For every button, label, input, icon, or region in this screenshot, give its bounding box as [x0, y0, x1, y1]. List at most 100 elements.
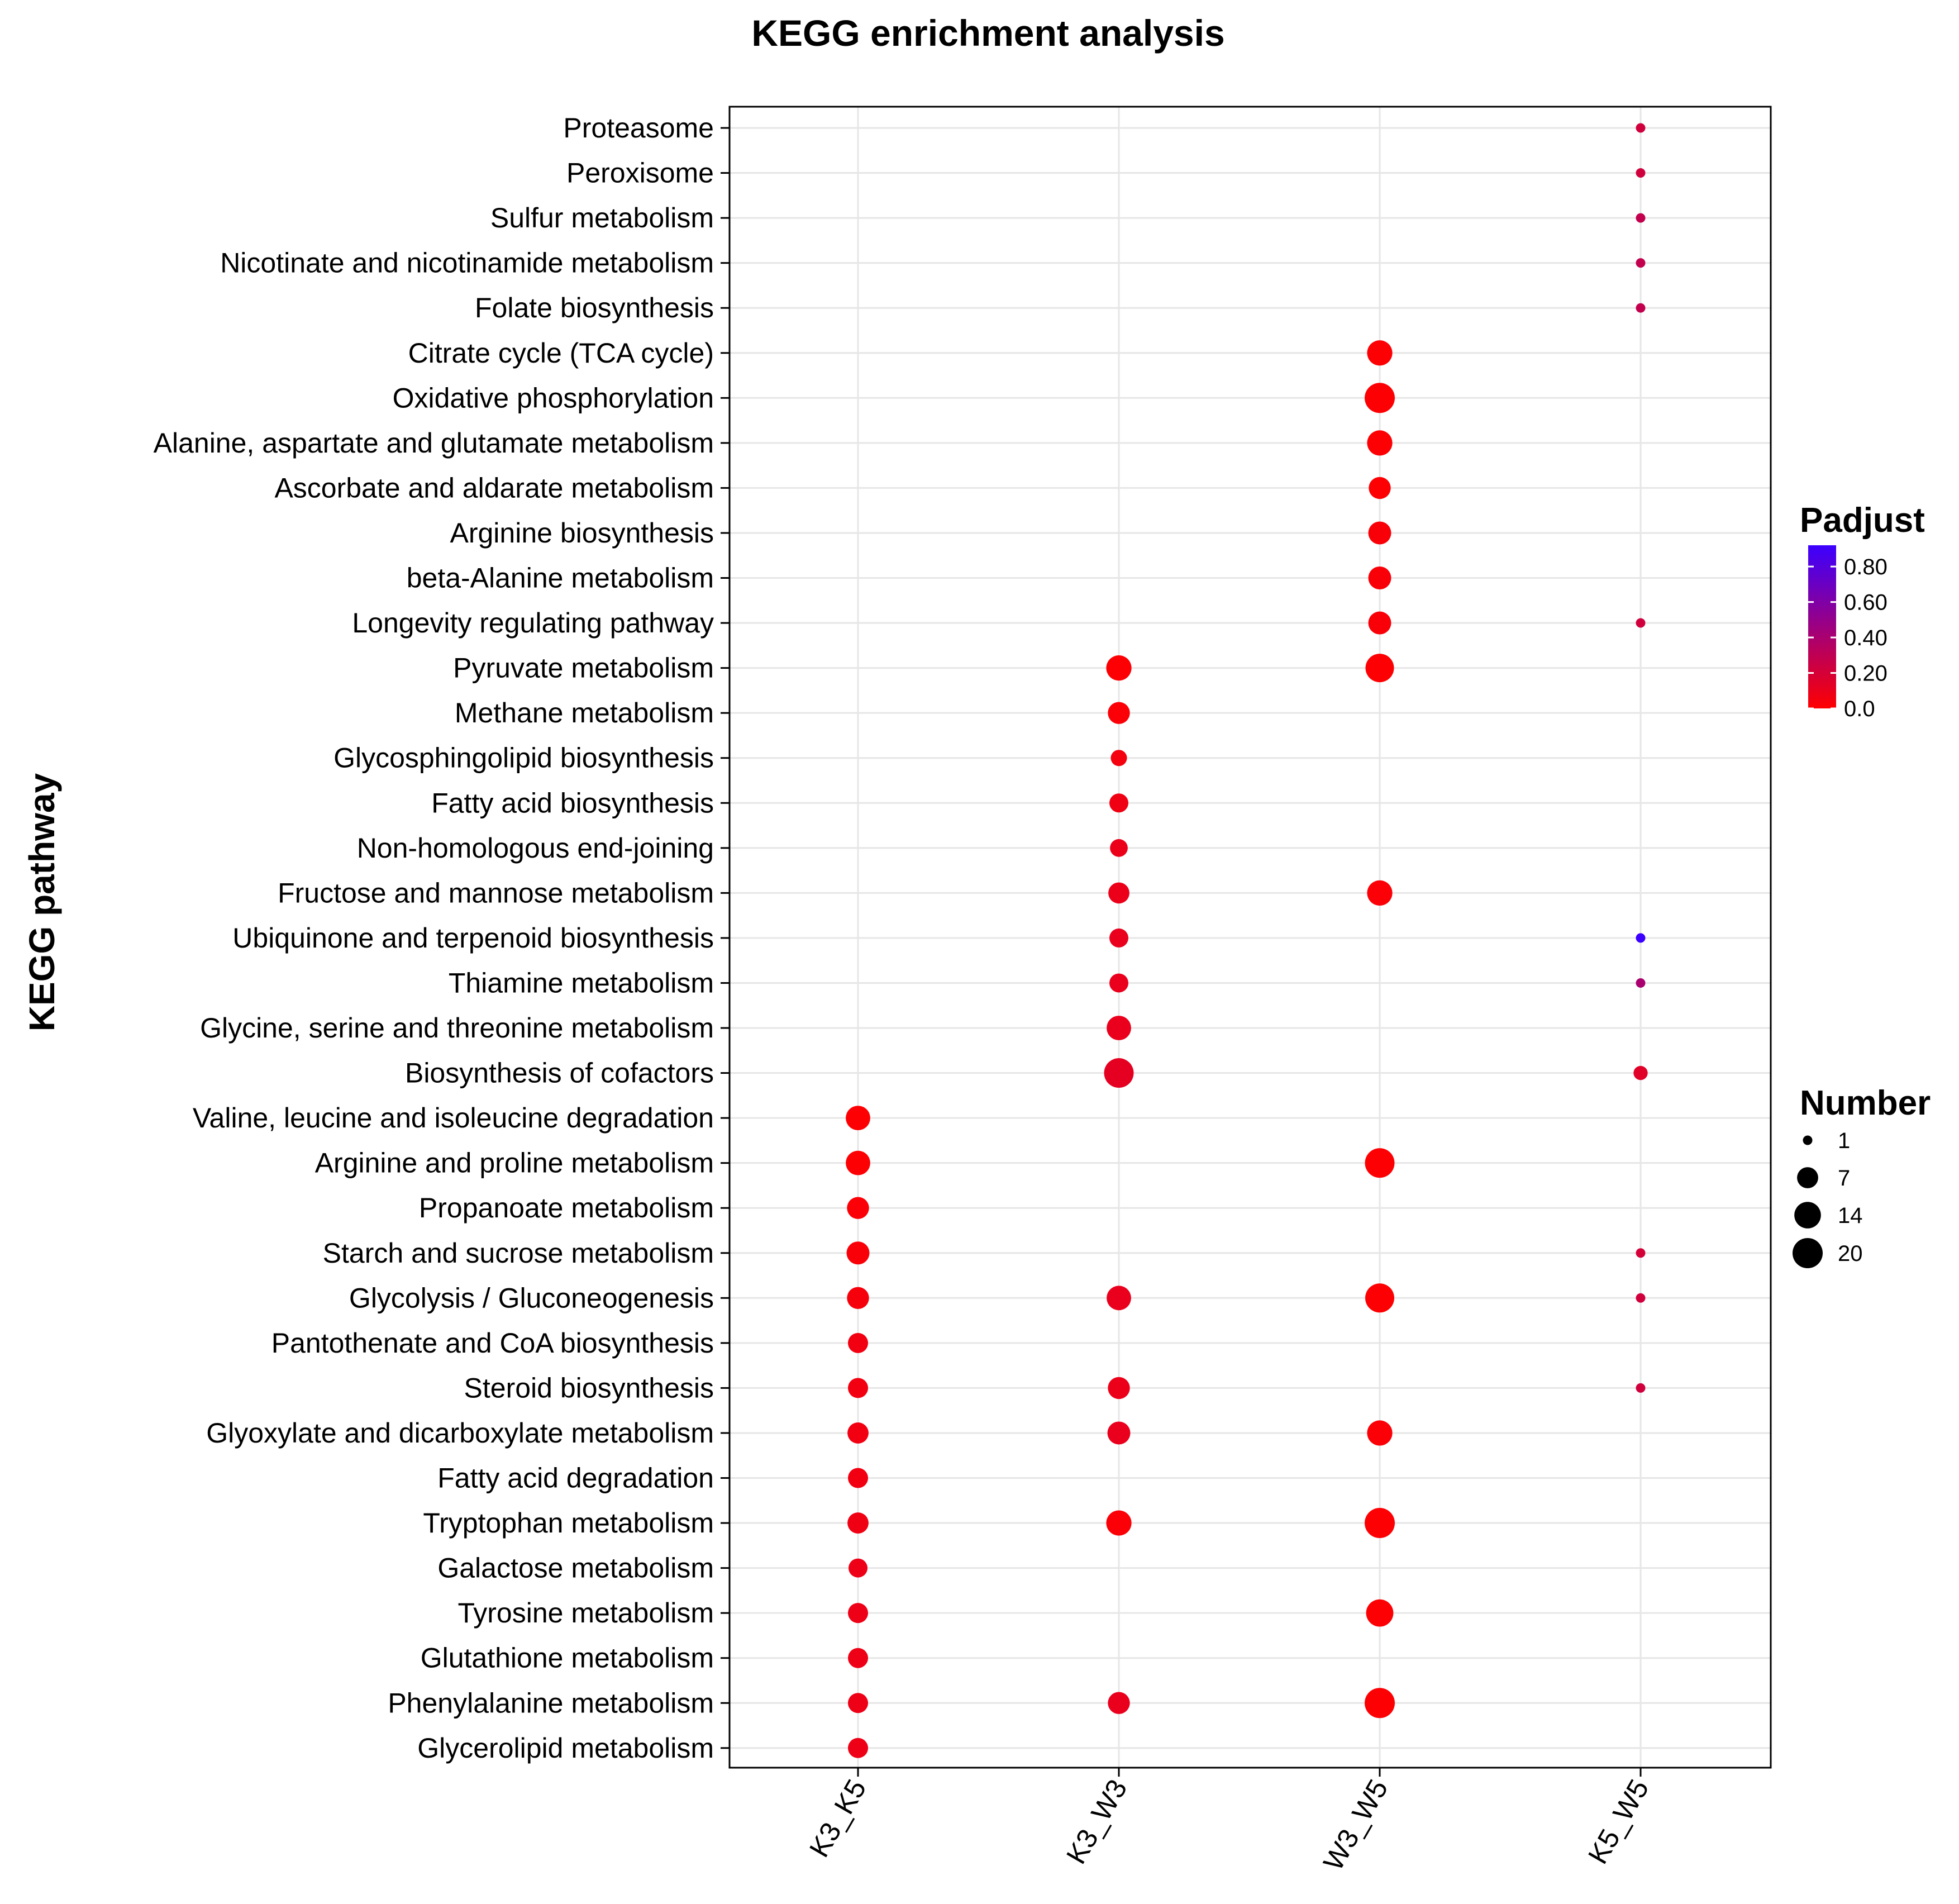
y-axis-title: KEGG pathway	[22, 773, 62, 1031]
point-w3-w5-arginine-biosynthesis	[1368, 521, 1391, 545]
y-tick-label: Alanine, aspartate and glutamate metabol…	[154, 427, 714, 459]
x-tick-label: K3_K5	[803, 1774, 873, 1863]
point-w3-w5-alanine-aspartate-and-glutamate-metabolism	[1367, 430, 1393, 456]
y-tick-label: Ascorbate and aldarate metabolism	[274, 472, 714, 503]
point-w3-w5-longevity-regulating-pathway	[1368, 611, 1391, 635]
point-k3-k5-steroid-biosynthesis	[848, 1378, 868, 1398]
y-tick-label: Glyoxylate and dicarboxylate metabolism	[206, 1417, 714, 1449]
point-k5-w5-folate-biosynthesis	[1636, 303, 1646, 313]
point-k3-w3-thiamine-metabolism	[1109, 973, 1128, 993]
point-k3-k5-phenylalanine-metabolism	[848, 1693, 868, 1713]
point-k5-w5-longevity-regulating-pathway	[1636, 618, 1646, 628]
y-tick-label: Longevity regulating pathway	[352, 607, 714, 639]
y-tick-label: Oxidative phosphorylation	[393, 382, 714, 413]
point-k5-w5-glycolysis-gluconeogenesis	[1636, 1293, 1646, 1303]
point-k3-k5-pantothenate-and-coa-biosynthesis	[848, 1332, 868, 1353]
x-tick-label: K5_W5	[1582, 1774, 1655, 1869]
y-tick-label: Biosynthesis of cofactors	[405, 1058, 714, 1089]
point-k3-k5-fatty-acid-degradation	[848, 1468, 868, 1488]
point-w3-w5-arginine-and-proline-metabolism	[1365, 1148, 1395, 1178]
point-k3-k5-propanoate-metabolism	[847, 1197, 869, 1219]
point-w3-w5-glyoxylate-and-dicarboxylate-metabolism	[1367, 1420, 1393, 1446]
point-k3-w3-methane-metabolism	[1108, 702, 1130, 724]
point-k3-w3-ubiquinone-and-terpenoid-biosynthesis	[1109, 928, 1128, 948]
point-k3-w3-glycosphingolipid-biosynthesis	[1110, 750, 1127, 767]
y-tick-label: Galactose metabolism	[437, 1553, 714, 1584]
point-k5-w5-biosynthesis-of-cofactors	[1633, 1065, 1648, 1080]
point-w3-w5-beta-alanine-metabolism	[1368, 567, 1391, 589]
y-tick-label: Glycosphingolipid biosynthesis	[333, 742, 714, 774]
y-tick-label: Phenylalanine metabolism	[388, 1687, 714, 1719]
y-tick-label: Glutathione metabolism	[421, 1643, 714, 1674]
number-legend-items: 1 7 14 20	[1793, 1129, 1863, 1268]
point-k5-w5-nicotinate-and-nicotinamide-metabolism	[1636, 258, 1646, 268]
y-tick-label: Ubiquinone and terpenoid biosynthesis	[232, 922, 714, 954]
colorbar-tick-label: 0.20	[1844, 661, 1887, 686]
y-tick-label: Peroxisome	[566, 158, 714, 189]
y-tick-label: Fatty acid biosynthesis	[431, 787, 714, 818]
y-tick-label: Glycolysis / Gluconeogenesis	[349, 1282, 714, 1313]
point-k5-w5-proteasome	[1636, 123, 1646, 133]
padjust-legend: Padjust 0.80 0.60 0.40 0.20 0.0	[1800, 501, 1925, 721]
point-w3-w5-tryptophan-metabolism	[1365, 1508, 1395, 1539]
number-legend-title: Number	[1800, 1084, 1931, 1122]
number-legend-label: 7	[1838, 1166, 1850, 1191]
point-k3-w3-phenylalanine-metabolism	[1108, 1692, 1130, 1714]
y-tick-label: Steroid biosynthesis	[464, 1372, 714, 1403]
colorbar-tick-label: 0.80	[1844, 555, 1887, 579]
y-axis: Proteasome Peroxisome Sulfur metabolism Nic…	[154, 112, 730, 1764]
number-legend-label: 1	[1838, 1129, 1850, 1153]
number-legend-dot	[1794, 1202, 1821, 1229]
padjust-colorbar-ticks: 0.80 0.60 0.40 0.20 0.0	[1808, 555, 1887, 721]
point-k3-k5-valine-leucine-and-isoleucine-degradation	[846, 1106, 870, 1130]
number-legend-label: 20	[1838, 1241, 1863, 1266]
colorbar-tick-label: 0.60	[1844, 591, 1887, 615]
y-tick-label: Arginine biosynthesis	[450, 517, 714, 549]
y-tick-label: Pantothenate and CoA biosynthesis	[271, 1327, 714, 1359]
point-k3-k5-tyrosine-metabolism	[848, 1603, 868, 1624]
point-w3-w5-phenylalanine-metabolism	[1365, 1688, 1395, 1719]
y-tick-label: Tyrosine metabolism	[458, 1597, 714, 1629]
point-k3-w3-steroid-biosynthesis	[1108, 1377, 1130, 1400]
point-k3-k5-tryptophan-metabolism	[847, 1512, 869, 1534]
number-legend-label: 14	[1838, 1203, 1863, 1228]
point-k3-k5-arginine-and-proline-metabolism	[846, 1150, 870, 1175]
x-tick-label: K3_W3	[1060, 1774, 1133, 1869]
point-k3-w3-pyruvate-metabolism	[1106, 655, 1132, 681]
y-tick-label: Sulfur metabolism	[490, 202, 714, 234]
point-k3-w3-fatty-acid-biosynthesis	[1109, 793, 1128, 813]
y-tick-label: Citrate cycle (TCA cycle)	[408, 337, 714, 369]
y-tick-label: Glycine, serine and threonine metabolism	[200, 1012, 714, 1044]
y-tick-label: Thiamine metabolism	[449, 967, 714, 998]
point-w3-w5-citrate-cycle-tca-cycle	[1367, 340, 1393, 366]
y-tick-label: Proteasome	[563, 112, 714, 144]
y-tick-label: Tryptophan metabolism	[423, 1507, 714, 1539]
y-tick-label: Folate biosynthesis	[475, 292, 714, 323]
x-tick-label: W3_W5	[1317, 1774, 1394, 1876]
colorbar-tick-label: 0.40	[1844, 626, 1887, 650]
y-tick-label: Nicotinate and nicotinamide metabolism	[220, 247, 714, 279]
point-k3-k5-glycolysis-gluconeogenesis	[847, 1287, 869, 1309]
point-w3-w5-fructose-and-mannose-metabolism	[1367, 880, 1393, 906]
point-k5-w5-peroxisome	[1636, 168, 1646, 178]
point-k3-w3-glyoxylate-and-dicarboxylate-metabolism	[1107, 1421, 1131, 1445]
colorbar-tick-label: 0.0	[1844, 697, 1875, 721]
y-tick-label: Fructose and mannose metabolism	[278, 877, 714, 908]
point-k3-w3-glycolysis-gluconeogenesis	[1107, 1286, 1131, 1311]
point-k3-k5-starch-and-sucrose-metabolism	[846, 1241, 870, 1265]
chart-title: KEGG enrichment analysis	[751, 12, 1224, 54]
number-legend-dot	[1803, 1135, 1813, 1145]
point-w3-w5-pyruvate-metabolism	[1365, 654, 1394, 683]
point-k3-k5-glycerolipid-metabolism	[848, 1738, 868, 1758]
x-axis: K3_K5 K3_W3 W3_W5 K5_W5	[803, 1768, 1655, 1876]
padjust-legend-title: Padjust	[1800, 501, 1925, 540]
point-k5-w5-ubiquinone-and-terpenoid-biosynthesis	[1636, 933, 1646, 943]
y-tick-label: Glycerolipid metabolism	[417, 1732, 714, 1764]
point-w3-w5-oxidative-phosphorylation	[1365, 383, 1395, 413]
point-k3-k5-glutathione-metabolism	[848, 1648, 868, 1668]
point-k3-w3-glycine-serine-and-threonine-metabolism	[1107, 1016, 1131, 1040]
point-k3-k5-glyoxylate-and-dicarboxylate-metabolism	[847, 1422, 869, 1444]
point-k5-w5-starch-and-sucrose-metabolism	[1636, 1248, 1646, 1258]
point-k3-w3-fructose-and-mannose-metabolism	[1108, 882, 1129, 904]
